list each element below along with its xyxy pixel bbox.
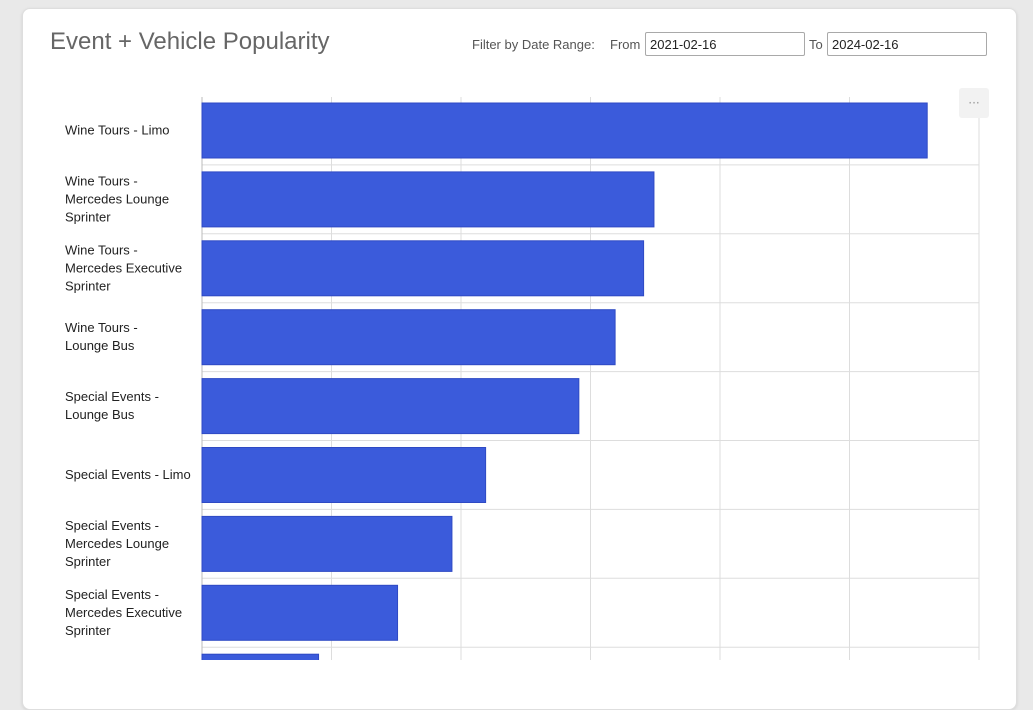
chart-menu-button[interactable]: ··· [959,88,989,118]
category-label: Sprinter [65,278,111,293]
from-label: From [610,37,641,52]
bar [201,171,655,228]
page-title: Event + Vehicle Popularity [50,28,330,55]
category-label: Special Events - [65,518,159,533]
category-label: Special Events - Limo [65,467,191,482]
bar [201,240,645,297]
category-label: Mercedes Executive [65,260,182,275]
bar [201,584,399,641]
category-label: Mercedes Lounge [65,536,169,551]
category-label: Lounge Bus [65,407,135,422]
ellipsis-icon: ··· [968,96,980,110]
category-label: Special Events - [65,587,159,602]
category-label: Wine Tours - [65,242,138,257]
bar [201,653,320,660]
category-label: Sprinter [65,209,111,224]
to-date-input[interactable] [827,32,987,56]
to-label: To [809,37,823,52]
category-label: Mercedes Lounge [65,191,169,206]
category-label: Special Events - [65,389,159,404]
bar [201,378,580,435]
bar [201,515,453,572]
category-label: Wine Tours - Limo [65,123,170,138]
bar [201,102,928,159]
category-label: Wine Tours - [65,173,138,188]
category-label: Sprinter [65,623,111,638]
bar [201,447,487,503]
category-label: Lounge Bus [65,338,135,353]
category-label: Sprinter [65,554,111,569]
category-label: Wine Tours - [65,320,138,335]
category-label: Mercedes Executive [65,605,182,620]
bar-chart: Wine Tours - Limo Wine Tours - Mercedes Lo… [65,97,980,660]
from-date-input[interactable] [645,32,805,56]
bar [201,309,616,366]
filter-label: Filter by Date Range: [472,37,595,52]
